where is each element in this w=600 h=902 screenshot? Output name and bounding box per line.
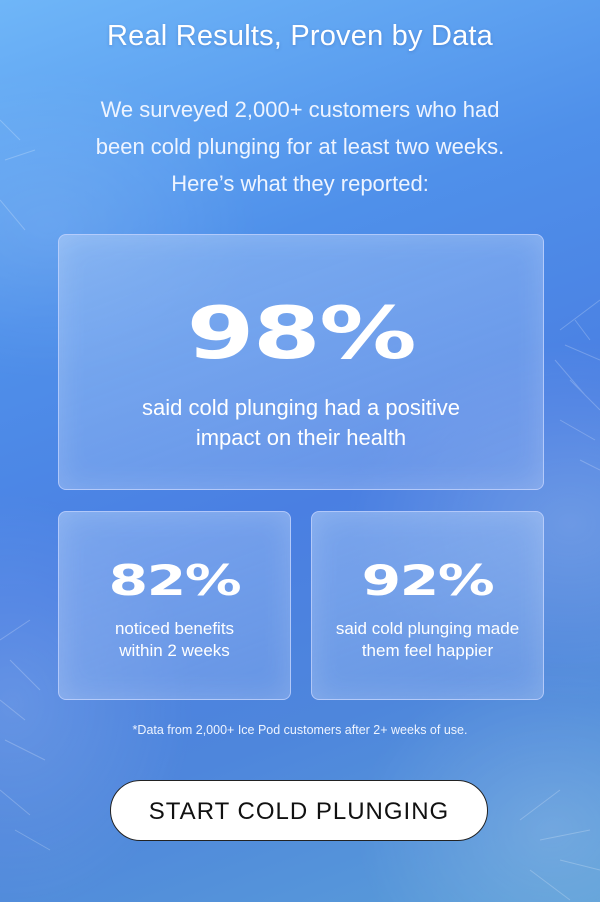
stat-value-main: 98% bbox=[186, 291, 417, 375]
start-cold-plunging-button[interactable]: START COLD PLUNGING bbox=[110, 780, 488, 841]
stat-description-benefits: noticed benefits within 2 weeks bbox=[114, 619, 235, 660]
intro-text: We surveyed 2,000+ customers who had bee… bbox=[95, 97, 505, 196]
stat-value-happier: 92% bbox=[361, 556, 495, 605]
stat-description-main: said cold plunging had a positive impact… bbox=[141, 395, 460, 450]
stat-card-main: 98% said cold plunging had a positive im… bbox=[58, 234, 544, 490]
stat-card-happier: 92% said cold plunging made them feel ha… bbox=[311, 511, 544, 700]
stat-description-happier: said cold plunging made them feel happie… bbox=[335, 619, 520, 660]
data-footnote: *Data from 2,000+ Ice Pod customers afte… bbox=[132, 723, 468, 737]
page-title: Real Results, Proven by Data bbox=[107, 20, 493, 52]
stat-value-benefits: 82% bbox=[108, 556, 242, 605]
stat-card-benefits: 82% noticed benefits within 2 weeks bbox=[58, 511, 291, 700]
